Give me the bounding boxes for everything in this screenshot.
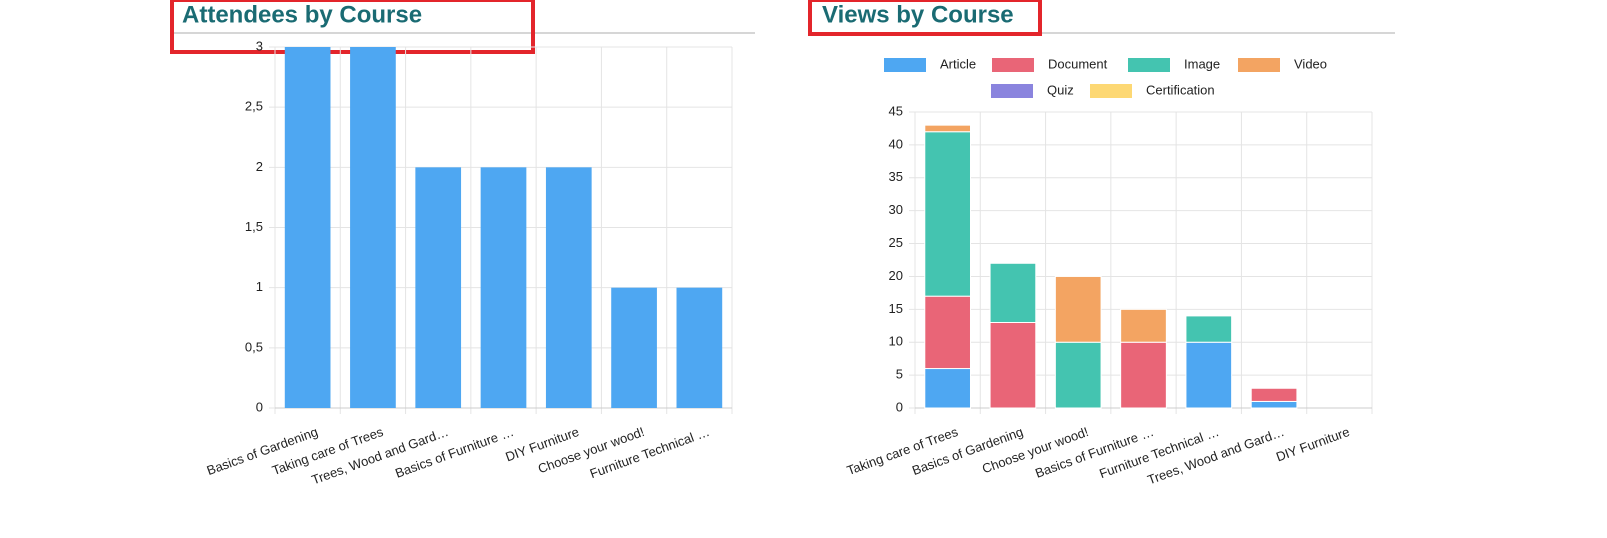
y-tick-label: 15 bbox=[889, 301, 903, 316]
bar-segment bbox=[989, 262, 1037, 323]
y-tick-label: 35 bbox=[889, 169, 903, 184]
bar-segment bbox=[989, 321, 1037, 409]
y-tick-label: 45 bbox=[889, 103, 903, 118]
y-tick-label: 20 bbox=[889, 268, 903, 283]
legend-swatch bbox=[991, 84, 1033, 98]
bar bbox=[284, 47, 331, 408]
bar-segment bbox=[1054, 275, 1102, 343]
x-tick-label: Basics of Gardening bbox=[205, 424, 320, 478]
chart-title: Attendees by Course bbox=[182, 1, 422, 28]
x-tick-label: Basics of Furniture … bbox=[393, 424, 516, 481]
y-tick-label: 10 bbox=[889, 334, 903, 349]
y-tick-label: 5 bbox=[896, 367, 903, 382]
bar-segment bbox=[1120, 308, 1167, 343]
highlight-box bbox=[808, 0, 1042, 36]
x-tick-label: Taking care of Trees bbox=[845, 424, 961, 478]
legend-swatch bbox=[884, 58, 926, 72]
bar bbox=[415, 167, 462, 408]
y-tick-label: 3 bbox=[256, 38, 263, 53]
bar-segment bbox=[1054, 341, 1102, 409]
y-tick-label: 30 bbox=[889, 202, 903, 217]
legend-label: Quiz bbox=[1047, 82, 1074, 97]
legend-label: Image bbox=[1184, 56, 1220, 71]
y-tick-label: 2 bbox=[256, 159, 263, 174]
legend-label: Document bbox=[1048, 56, 1108, 71]
legend-label: Article bbox=[940, 56, 976, 71]
bar-segment bbox=[924, 124, 971, 133]
bar-segment bbox=[1120, 341, 1167, 409]
bar bbox=[350, 47, 396, 408]
y-tick-label: 1 bbox=[256, 279, 263, 294]
legend-swatch bbox=[1128, 58, 1170, 72]
y-tick-label: 2,5 bbox=[245, 99, 263, 114]
y-tick-label: 1,5 bbox=[245, 219, 263, 234]
chart-title: Views by Course bbox=[822, 1, 1014, 28]
y-tick-label: 0,5 bbox=[245, 339, 263, 354]
bar-segment bbox=[1250, 400, 1298, 409]
y-tick-label: 0 bbox=[896, 399, 903, 414]
legend-swatch bbox=[1090, 84, 1132, 98]
bar-segment bbox=[924, 368, 971, 409]
bar-segment bbox=[1185, 315, 1233, 343]
bar-segment bbox=[924, 295, 971, 370]
legend-label: Video bbox=[1294, 56, 1327, 71]
y-tick-label: 0 bbox=[256, 399, 263, 414]
x-tick-label: Furniture Technical … bbox=[588, 424, 712, 481]
bar bbox=[480, 167, 527, 408]
bar-segment bbox=[924, 131, 971, 297]
bar bbox=[545, 167, 592, 408]
bar bbox=[611, 287, 657, 408]
bar-segment bbox=[1185, 341, 1233, 409]
y-tick-label: 25 bbox=[889, 235, 903, 250]
bar-segment bbox=[1250, 387, 1298, 402]
y-tick-label: 40 bbox=[889, 136, 903, 151]
x-tick-label: DIY Furniture bbox=[1274, 424, 1352, 464]
legend-swatch bbox=[992, 58, 1034, 72]
bar bbox=[676, 287, 723, 408]
x-tick-label: Basics of Gardening bbox=[910, 424, 1025, 478]
legend-label: Certification bbox=[1146, 82, 1215, 97]
legend-swatch bbox=[1238, 58, 1280, 72]
